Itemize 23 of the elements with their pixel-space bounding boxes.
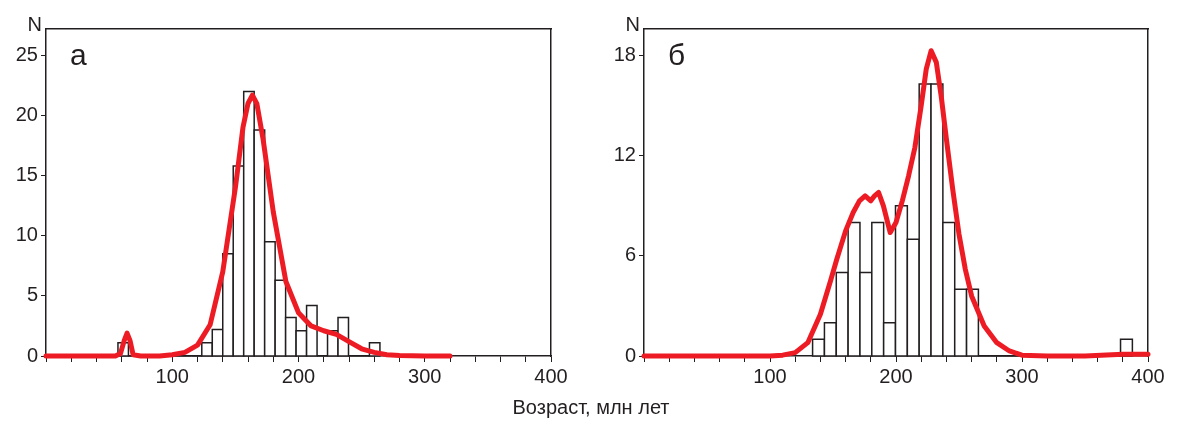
x-tick-label: 400 — [534, 364, 568, 387]
y-tick-label: 10 — [15, 223, 38, 246]
chart-title: а — [70, 38, 87, 72]
y-tick-label: 25 — [15, 42, 38, 65]
x-tick-label: 200 — [281, 364, 316, 387]
y-axis-title: N — [27, 12, 42, 35]
y-tick-label: 5 — [26, 283, 38, 306]
y-tick-label: 0 — [26, 343, 38, 366]
y-axis-title: N — [625, 12, 640, 35]
y-tick-label: 0 — [624, 343, 636, 366]
y-tick-label: 20 — [15, 103, 38, 126]
x-tick-label: 100 — [753, 364, 787, 387]
y-tick-label: 15 — [15, 163, 38, 186]
x-tick-label: 300 — [408, 364, 442, 387]
x-tick-label: 100 — [155, 364, 189, 387]
y-tick-label: 18 — [613, 43, 636, 66]
y-tick-label: 6 — [624, 243, 636, 266]
y-tick-label: 12 — [613, 143, 636, 166]
chart-title: б — [668, 38, 686, 72]
x-tick-label: 200 — [879, 364, 913, 387]
x-tick-label: 400 — [1131, 364, 1165, 387]
x-tick-label: 300 — [1005, 364, 1039, 387]
x-axis-title: Возраст, млн лет — [511, 396, 671, 419]
